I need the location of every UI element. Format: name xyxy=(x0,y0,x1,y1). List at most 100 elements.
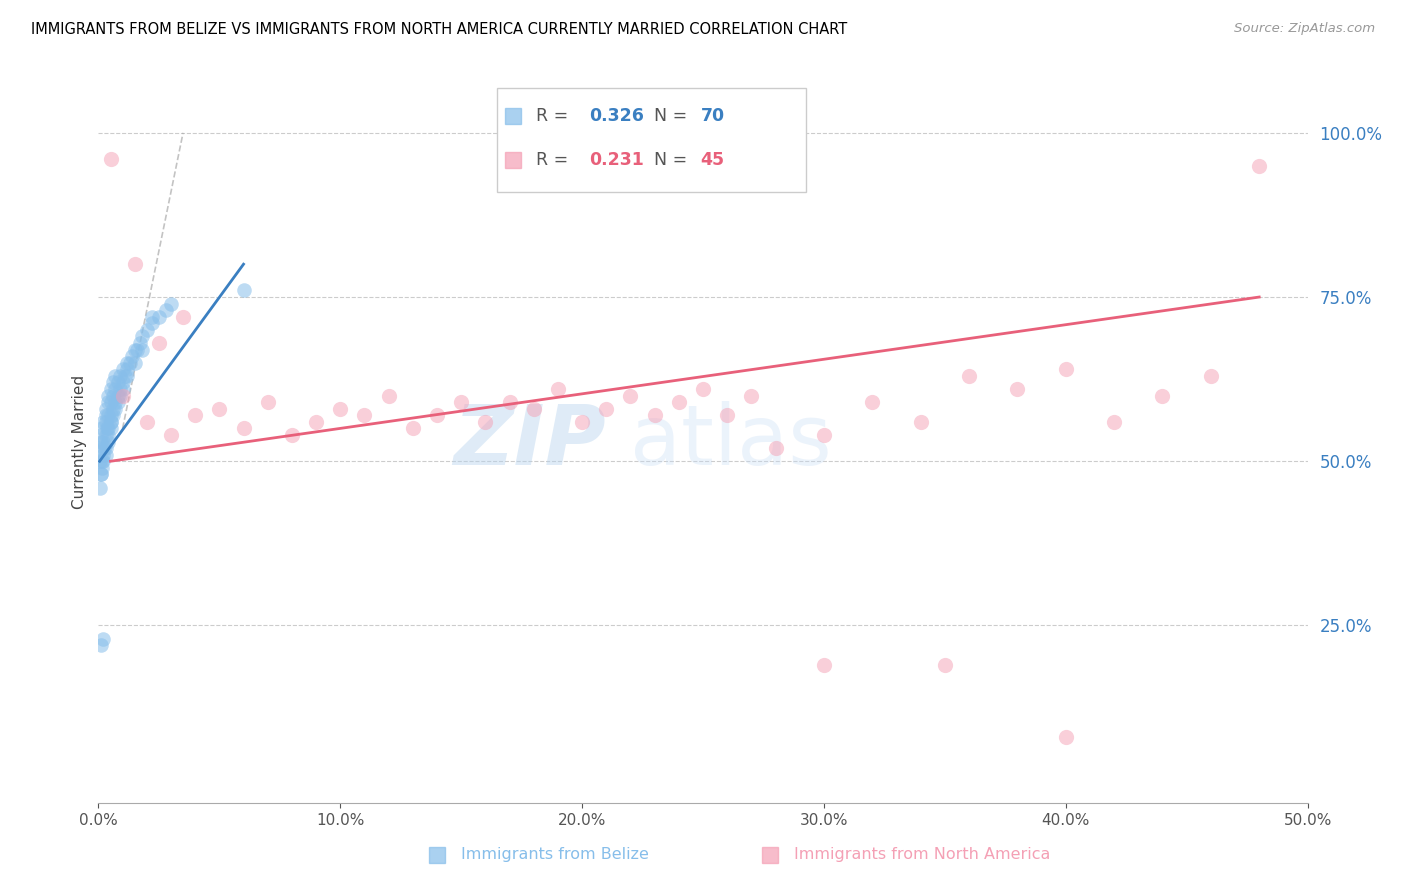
Point xyxy=(94,448,117,462)
Point xyxy=(135,323,157,337)
Text: ZIP: ZIP xyxy=(454,401,606,482)
Point xyxy=(668,395,690,409)
Point xyxy=(305,415,328,429)
Text: R =: R = xyxy=(536,107,574,126)
Point xyxy=(160,296,183,310)
Point xyxy=(131,343,153,357)
Point xyxy=(94,401,117,416)
Point xyxy=(329,401,352,416)
Point xyxy=(107,388,129,402)
Bar xyxy=(498,87,806,193)
Text: Immigrants from North America: Immigrants from North America xyxy=(793,847,1050,863)
Point xyxy=(90,428,112,442)
Point xyxy=(450,395,472,409)
Point xyxy=(813,657,835,672)
Point xyxy=(860,395,883,409)
Text: 0.326: 0.326 xyxy=(589,107,644,126)
Point xyxy=(1249,159,1271,173)
Point xyxy=(100,382,122,396)
Text: N =: N = xyxy=(643,107,692,126)
Point xyxy=(765,441,787,455)
Point xyxy=(90,638,112,652)
Point xyxy=(160,428,183,442)
Point xyxy=(124,343,146,357)
Point xyxy=(91,632,114,646)
Point xyxy=(135,415,157,429)
Point xyxy=(155,303,177,318)
Point xyxy=(232,284,254,298)
Point xyxy=(91,415,114,429)
Point xyxy=(89,481,111,495)
Point xyxy=(716,409,738,423)
Point xyxy=(353,409,375,423)
Point xyxy=(121,349,143,363)
Point xyxy=(97,428,120,442)
Point xyxy=(94,441,117,455)
Text: N =: N = xyxy=(643,151,692,169)
Text: R =: R = xyxy=(536,151,574,169)
Point xyxy=(91,434,114,449)
Point xyxy=(402,421,425,435)
Point xyxy=(184,409,207,423)
Point xyxy=(97,388,120,402)
Point xyxy=(97,409,120,423)
Point xyxy=(127,343,149,357)
Point xyxy=(957,368,980,383)
Point xyxy=(523,401,546,416)
Point xyxy=(101,401,124,416)
Text: atlas: atlas xyxy=(630,401,832,482)
Point xyxy=(740,388,762,402)
Point xyxy=(104,401,127,416)
Point xyxy=(100,415,122,429)
Point xyxy=(124,257,146,271)
Point xyxy=(107,395,129,409)
Point xyxy=(910,415,932,429)
Text: 70: 70 xyxy=(700,107,724,126)
Point xyxy=(1007,382,1029,396)
Point xyxy=(232,421,254,435)
Point xyxy=(100,409,122,423)
Point xyxy=(111,362,134,376)
Text: Immigrants from Belize: Immigrants from Belize xyxy=(461,847,650,863)
Point xyxy=(619,388,641,402)
Point xyxy=(571,415,593,429)
Point xyxy=(91,454,114,468)
Point xyxy=(89,454,111,468)
Point xyxy=(813,428,835,442)
Point xyxy=(100,395,122,409)
Point xyxy=(547,382,569,396)
Point xyxy=(114,368,136,383)
Point xyxy=(644,409,666,423)
Point xyxy=(97,395,120,409)
Point xyxy=(108,388,131,402)
Point xyxy=(104,368,127,383)
Point xyxy=(118,356,141,370)
Point xyxy=(208,401,231,416)
Point xyxy=(111,382,134,396)
Point xyxy=(91,454,114,468)
Point xyxy=(1152,388,1174,402)
Point xyxy=(94,428,117,442)
Point xyxy=(100,421,122,435)
Point xyxy=(141,310,163,324)
Point xyxy=(1199,368,1222,383)
Text: 45: 45 xyxy=(700,151,724,169)
Point xyxy=(474,415,496,429)
Point xyxy=(498,395,520,409)
Point xyxy=(104,382,127,396)
Point xyxy=(1054,730,1077,744)
Point xyxy=(90,467,112,482)
Point xyxy=(128,336,150,351)
Text: IMMIGRANTS FROM BELIZE VS IMMIGRANTS FROM NORTH AMERICA CURRENTLY MARRIED CORREL: IMMIGRANTS FROM BELIZE VS IMMIGRANTS FRO… xyxy=(31,22,848,37)
Point xyxy=(100,415,122,429)
Point xyxy=(108,382,131,396)
Point xyxy=(692,382,714,396)
Point xyxy=(281,428,304,442)
Point xyxy=(101,409,124,423)
Point xyxy=(93,441,115,455)
Point xyxy=(148,336,170,351)
Point xyxy=(101,388,124,402)
Point xyxy=(595,401,617,416)
Point xyxy=(90,467,112,482)
Point xyxy=(91,421,114,435)
